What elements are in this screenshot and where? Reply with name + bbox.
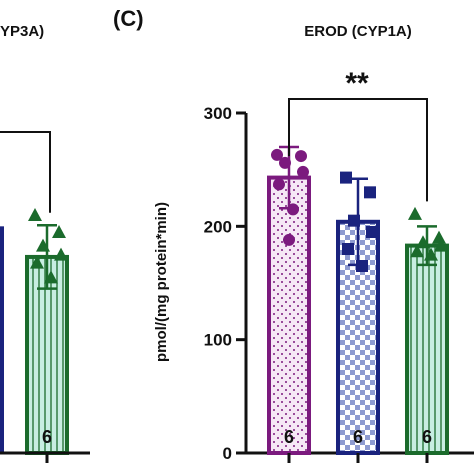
- bar-1: [267, 175, 311, 455]
- data-point-1-2: [295, 150, 307, 163]
- data-point-1-4: [297, 165, 309, 178]
- data-point-1-6: [287, 203, 299, 216]
- data-point-left1-6: [44, 270, 58, 284]
- data-point-2-5: [342, 243, 354, 255]
- data-point-1-5: [273, 178, 285, 191]
- left-panel-title: YP3A): [0, 23, 44, 40]
- data-point-2-6: [356, 260, 368, 272]
- y-tick-label-200: 200: [204, 217, 232, 236]
- bar-n-label-3: 6: [422, 427, 432, 447]
- data-point-2-2: [364, 186, 376, 199]
- data-point-3-4: [434, 238, 448, 252]
- data-point-3-3: [416, 235, 430, 249]
- bar-3: [405, 243, 449, 455]
- data-point-3-6: [424, 247, 438, 261]
- data-point-left1-4: [54, 247, 68, 261]
- y-axis-label: pmol/(mg protein*min): [153, 202, 170, 362]
- left-panel: [0, 131, 90, 463]
- data-point-3-1: [408, 206, 422, 220]
- y-tick-label-0: 0: [223, 444, 232, 463]
- data-point-2-4: [366, 226, 378, 238]
- data-point-left1-5: [30, 255, 44, 269]
- bar-n-label-2: 6: [353, 427, 363, 447]
- data-point-1-7: [283, 233, 295, 246]
- panel-label: (C): [113, 6, 144, 31]
- significance-label: **: [345, 67, 369, 100]
- y-tick-label-300: 300: [204, 104, 232, 123]
- chart-title: EROD (CYP1A): [304, 23, 412, 40]
- data-point-3-2: [432, 230, 446, 244]
- left-bar-partial: [0, 226, 4, 453]
- data-point-left1-1: [28, 208, 42, 221]
- left-significance-bracket: [0, 131, 51, 213]
- left-bar-n-label: 6: [42, 427, 52, 447]
- y-tick-label-100: 100: [204, 331, 232, 350]
- data-point-2-3: [348, 214, 360, 227]
- data-point-1-3: [279, 156, 291, 169]
- significance-bracket: [288, 98, 428, 202]
- bar-n-label-1: 6: [284, 427, 294, 447]
- data-point-left1-2: [52, 225, 66, 238]
- data-point-2-1: [340, 171, 352, 184]
- right-panel: 0 100 200 300 6 6 6: [204, 98, 474, 463]
- data-point-1-1: [271, 148, 283, 161]
- data-point-left1-3: [36, 238, 50, 252]
- data-point-3-5: [410, 244, 424, 258]
